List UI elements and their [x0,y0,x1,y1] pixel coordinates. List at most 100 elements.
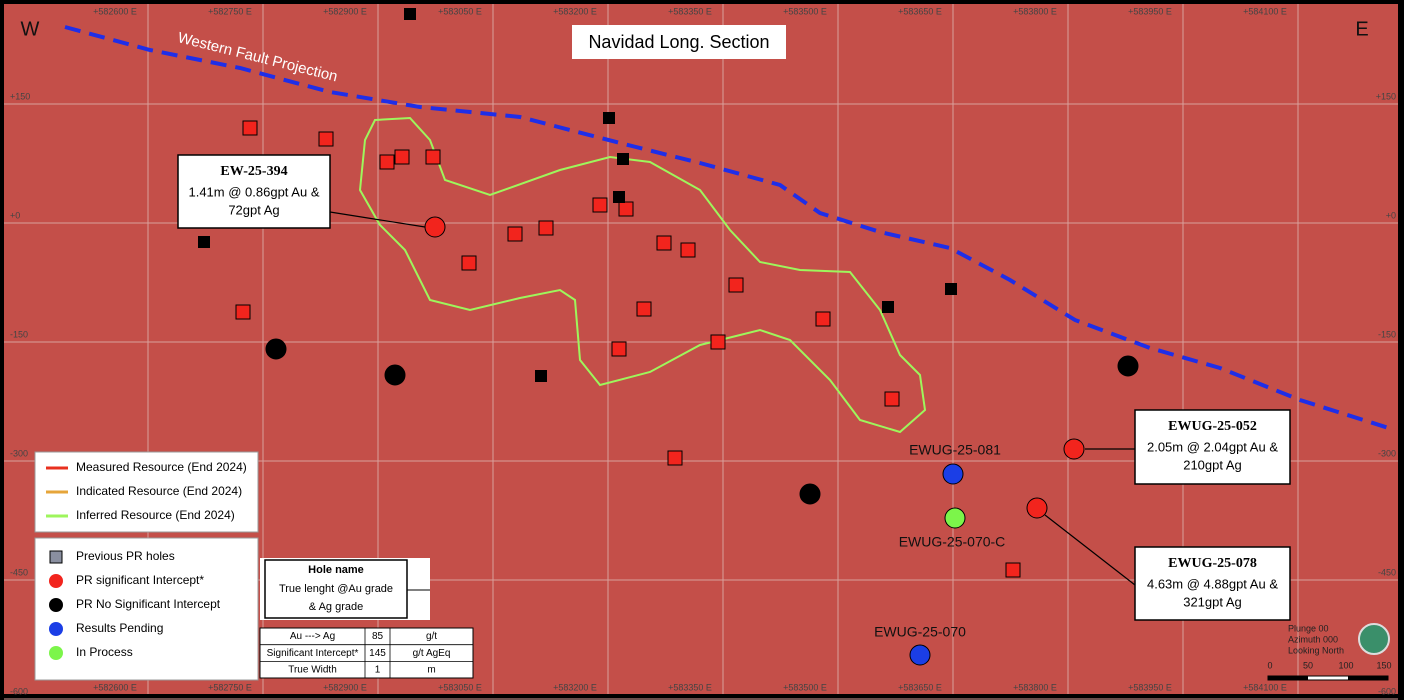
no-significant-hole [384,364,406,386]
drill-hole-square [636,301,652,317]
easting-label: +583800 E [1013,6,1057,16]
legend-symbol [49,646,63,660]
previous-hole [198,236,210,248]
easting-label: +582900 E [323,6,367,16]
elevation-label: -300 [10,448,28,458]
east-label: E [1355,18,1368,40]
easting-label: +583650 E [898,6,942,16]
drill-hole-square [592,197,608,213]
legend-label: In Process [76,645,133,659]
legend-resources [34,451,259,533]
drill-hole-square [815,311,831,327]
legend-label: Results Pending [76,621,163,635]
scale-bar-segment [1268,676,1308,680]
easting-label: +583050 E [438,6,482,16]
callout-box [1134,409,1291,485]
callout-text: 4.63m @ 4.88gpt Au & [1147,576,1278,591]
easting-label: +584100 E [1243,6,1287,16]
easting-label: +583350 E [668,6,712,16]
callout-hole: EWUG-25-078 [1168,556,1257,571]
key-text: & Ag grade [309,601,363,613]
parameter-table [259,627,474,679]
drill-holes [198,8,1139,666]
legend-symbol [49,598,63,612]
west-label: W [21,18,40,40]
elevation-label: +150 [1376,91,1396,101]
callout-box [1134,546,1291,621]
drill-hole-square [728,277,744,293]
table-cell: Significant Intercept* [267,648,359,659]
in-process-hole [944,507,966,529]
key-inner [264,559,408,619]
elevation-label: -450 [1378,567,1396,577]
callout-hole: EWUG-25-052 [1168,419,1257,434]
title: Navidad Long. Section [588,32,769,52]
drill-hole-square [538,220,554,236]
no-significant-hole [265,338,287,360]
elevation-label: +0 [1386,210,1396,220]
logo [1358,623,1390,655]
legend-label: Inferred Resource (End 2024) [76,508,235,522]
orientation-text: Plunge 00 [1288,623,1329,633]
scale-label: 50 [1303,660,1313,670]
callout-text: 210gpt Ag [1183,457,1242,472]
easting-label: +582750 E [208,6,252,16]
key-title: Hole name [308,564,364,576]
easting-label: +582900 E [323,682,367,692]
drill-hole-square [242,120,258,136]
previous-hole [882,301,894,313]
western-fault-projection [64,25,1396,432]
callout-text: 1.41m @ 0.86gpt Au & [188,184,319,199]
easting-label: +583500 E [783,682,827,692]
elevation-label: -600 [1378,686,1396,696]
elevation-label: -150 [1378,329,1396,339]
key-text: True lenght @Au grade [279,583,393,595]
table-cell: m [427,665,435,676]
easting-label: +583950 E [1128,682,1172,692]
easting-label: +583650 E [898,682,942,692]
legend-label: Previous PR holes [76,549,175,563]
previous-hole [945,283,957,295]
easting-label: +583200 E [553,682,597,692]
callout-leader [329,211,426,228]
callout-text: 72gpt Ag [228,202,279,217]
easting-label: +583200 E [553,6,597,16]
drill-hole-square [680,242,696,258]
callout-hole: EW-25-394 [220,164,287,179]
drill-hole-square [656,235,672,251]
table-cell: 145 [369,648,386,659]
drill-hole-square [379,154,395,170]
legend-label: PR significant Intercept* [76,573,204,587]
drill-hole-square [394,149,410,165]
title-box [572,25,786,59]
easting-label: +583950 E [1128,6,1172,16]
legend-symbol [49,550,63,564]
drill-hole-square [235,304,251,320]
table-cell: True Width [288,665,337,676]
drill-hole-square [461,255,477,271]
scale-label: 150 [1376,660,1391,670]
easting-label: +583800 E [1013,682,1057,692]
annotations: EWUG-25-081 EWUG-25-070-C EWUG-25-070 EW-25… [34,154,1392,681]
easting-label: +582600 E [93,682,137,692]
hole-label: EWUG-25-070 [874,624,966,640]
elevation-label: -150 [10,329,28,339]
drill-hole-square [507,226,523,242]
easting-label: +582750 E [208,682,252,692]
no-significant-hole [799,483,821,505]
table-cell: 1 [375,665,381,676]
orientation-text: Looking North [1288,645,1344,655]
table-cell: 85 [372,631,384,642]
drill-hole-square [425,149,441,165]
legend-label: Measured Resource (End 2024) [76,460,247,474]
previous-hole [603,112,615,124]
orientation-text: Azimuth 000 [1288,634,1338,644]
legend-label: PR No Significant Intercept [76,597,221,611]
legend-symbol [49,622,63,636]
callout-text: 321gpt Ag [1183,594,1242,609]
elevation-label: +0 [10,210,20,220]
easting-label: +583500 E [783,6,827,16]
drill-hole-square [318,131,334,147]
inferred-resource-outline [358,116,927,434]
significant-intercept-hole [1063,438,1085,460]
